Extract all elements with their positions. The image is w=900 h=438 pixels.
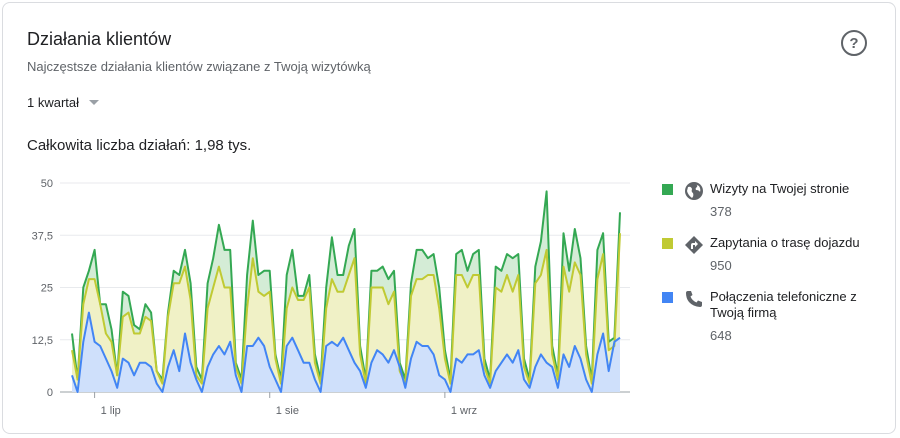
period-label: 1 kwartał bbox=[27, 95, 80, 110]
series-line-directions bbox=[71, 233, 621, 385]
legend-value-website: 378 bbox=[710, 204, 732, 219]
card-title: Działania klientów bbox=[27, 29, 172, 49]
legend-swatch-calls bbox=[662, 292, 673, 303]
card-subtitle: Najczęstsze działania klientów związane … bbox=[27, 59, 371, 74]
legend-label-directions: Zapytania o trasę dojazdu bbox=[710, 235, 860, 250]
x-tick-label: 1 wrz bbox=[451, 405, 477, 417]
y-tick-label: 50 bbox=[41, 178, 53, 190]
total-actions: Całkowita liczba działań: 1,98 tys. bbox=[27, 137, 252, 154]
x-tick-label: 1 sie bbox=[276, 405, 299, 417]
globe-icon bbox=[685, 182, 703, 200]
period-dropdown[interactable]: 1 kwartał bbox=[27, 95, 100, 110]
directions-icon bbox=[685, 236, 703, 254]
help-icon[interactable]: ? bbox=[841, 30, 867, 56]
series-line-calls bbox=[71, 311, 621, 393]
legend-label-calls: Połączenia telefoniczne z Twoją firmą bbox=[710, 289, 857, 320]
y-tick-label: 25 bbox=[41, 283, 53, 295]
phone-icon bbox=[686, 291, 702, 307]
legend-swatch-directions bbox=[662, 238, 673, 249]
y-tick-label: 37,5 bbox=[32, 230, 53, 242]
y-tick-label: 0 bbox=[47, 387, 53, 399]
y-tick-label: 12,5 bbox=[32, 335, 53, 347]
legend-swatch-website bbox=[662, 184, 673, 195]
legend-value-calls: 648 bbox=[710, 328, 732, 343]
caret-down-icon bbox=[89, 100, 100, 105]
legend-value-directions: 950 bbox=[710, 258, 732, 273]
legend-label-website: Wizyty na Twojej stronie bbox=[710, 181, 850, 196]
x-tick-label: 1 lip bbox=[101, 405, 121, 417]
